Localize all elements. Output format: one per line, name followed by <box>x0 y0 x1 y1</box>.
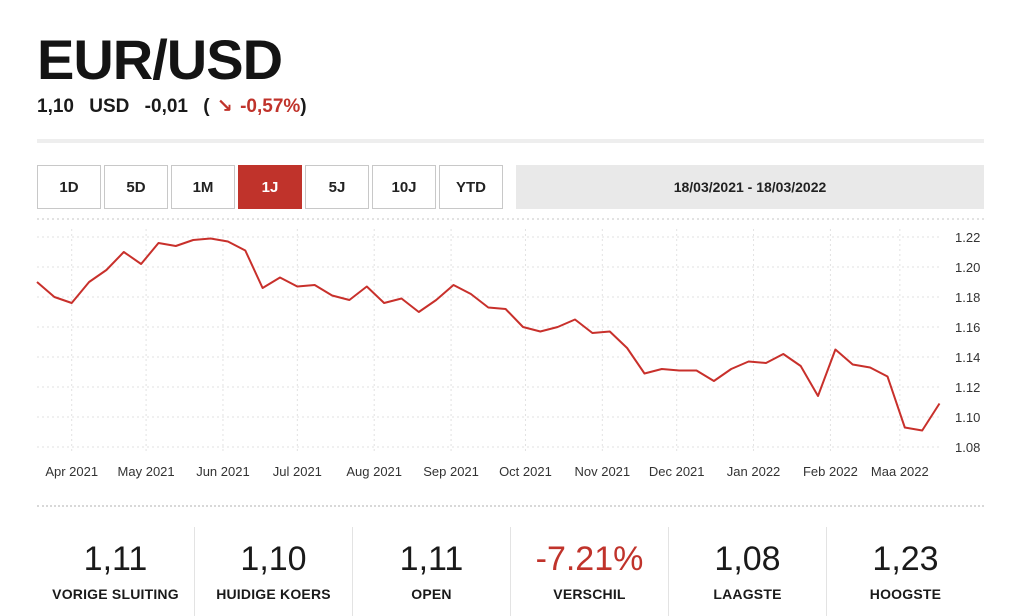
x-tick-label: Apr 2021 <box>45 464 98 479</box>
range-button-10j[interactable]: 10J <box>372 165 436 209</box>
trend-down-arrow-icon: ↘ <box>216 96 233 117</box>
stat-label: LAAGSTE <box>713 586 782 602</box>
range-button-1d[interactable]: 1D <box>37 165 101 209</box>
stat-current-price: 1,10 HUIDIGE KOERS <box>195 527 353 616</box>
date-range-display: 18/03/2021 - 18/03/2022 <box>516 165 984 209</box>
range-button-1j[interactable]: 1J <box>238 165 302 209</box>
y-tick-label: 1.12 <box>955 380 980 395</box>
stat-value: 1,23 <box>872 540 939 578</box>
stat-value: -7.21% <box>535 540 644 578</box>
y-tick-label: 1.10 <box>955 410 980 425</box>
stat-value: 1,10 <box>240 540 307 578</box>
y-tick-label: 1.18 <box>955 290 980 305</box>
x-tick-label: Aug 2021 <box>346 464 402 479</box>
range-selector: 1D 5D 1M 1J 5J 10J YTD <box>37 165 506 209</box>
y-tick-label: 1.14 <box>955 350 980 365</box>
stat-label: HUIDIGE KOERS <box>216 586 331 602</box>
x-tick-label: Jun 2021 <box>196 464 250 479</box>
price-change: -0,01 <box>144 96 188 117</box>
y-tick-label: 1.08 <box>955 440 980 455</box>
stat-label: HOOGSTE <box>869 586 942 602</box>
stat-label: VORIGE SLUITING <box>52 586 179 602</box>
price-change-percent: -0,57% <box>240 96 301 117</box>
x-tick-label: Sep 2021 <box>423 464 479 479</box>
range-button-5j[interactable]: 5J <box>305 165 369 209</box>
range-button-ytd[interactable]: YTD <box>439 165 503 209</box>
x-tick-label: Dec 2021 <box>649 464 705 479</box>
stat-highest: 1,23 HOOGSTE <box>827 527 984 616</box>
y-tick-label: 1.22 <box>955 230 980 245</box>
stat-value: 1,08 <box>714 540 781 578</box>
header-divider <box>37 139 984 143</box>
price-chart: 1.22 1.20 1.18 1.16 1.14 1.12 1.10 1.08 Apr 2021… <box>36 218 984 479</box>
stat-label: OPEN <box>411 586 452 602</box>
quote-line: 1,10 USD -0,01 ( ↘ -0,57%) <box>37 95 307 119</box>
stat-difference: -7.21% VERSCHIL <box>511 527 669 616</box>
x-tick-label: May 2021 <box>118 464 175 479</box>
paren-close: ) <box>300 96 307 117</box>
chart-bottom-divider <box>37 505 984 507</box>
paren-open: ( <box>203 96 210 117</box>
x-tick-label: Feb 2022 <box>803 464 858 479</box>
stats-bar: 1,11 VORIGE SLUITING 1,10 HUIDIGE KOERS … <box>37 527 984 616</box>
stat-previous-close: 1,11 VORIGE SLUITING <box>37 527 195 616</box>
currency-label: USD <box>89 96 130 117</box>
stat-value: 1,11 <box>399 540 464 578</box>
page-title: EUR/USD <box>37 28 283 91</box>
x-tick-label: Maa 2022 <box>871 464 929 479</box>
current-price: 1,10 <box>37 96 74 117</box>
y-tick-label: 1.16 <box>955 320 980 335</box>
range-button-5d[interactable]: 5D <box>104 165 168 209</box>
stat-label: VERSCHIL <box>553 586 626 602</box>
stat-value: 1,11 <box>83 540 148 578</box>
x-tick-label: Jul 2021 <box>273 464 322 479</box>
stat-open: 1,11 OPEN <box>353 527 511 616</box>
price-series-line <box>36 237 941 432</box>
range-button-1m[interactable]: 1M <box>171 165 235 209</box>
x-tick-label: Jan 2022 <box>727 464 781 479</box>
stat-lowest: 1,08 LAAGSTE <box>669 527 827 616</box>
x-tick-label: Oct 2021 <box>499 464 552 479</box>
y-tick-label: 1.20 <box>955 260 980 275</box>
x-tick-label: Nov 2021 <box>574 464 630 479</box>
